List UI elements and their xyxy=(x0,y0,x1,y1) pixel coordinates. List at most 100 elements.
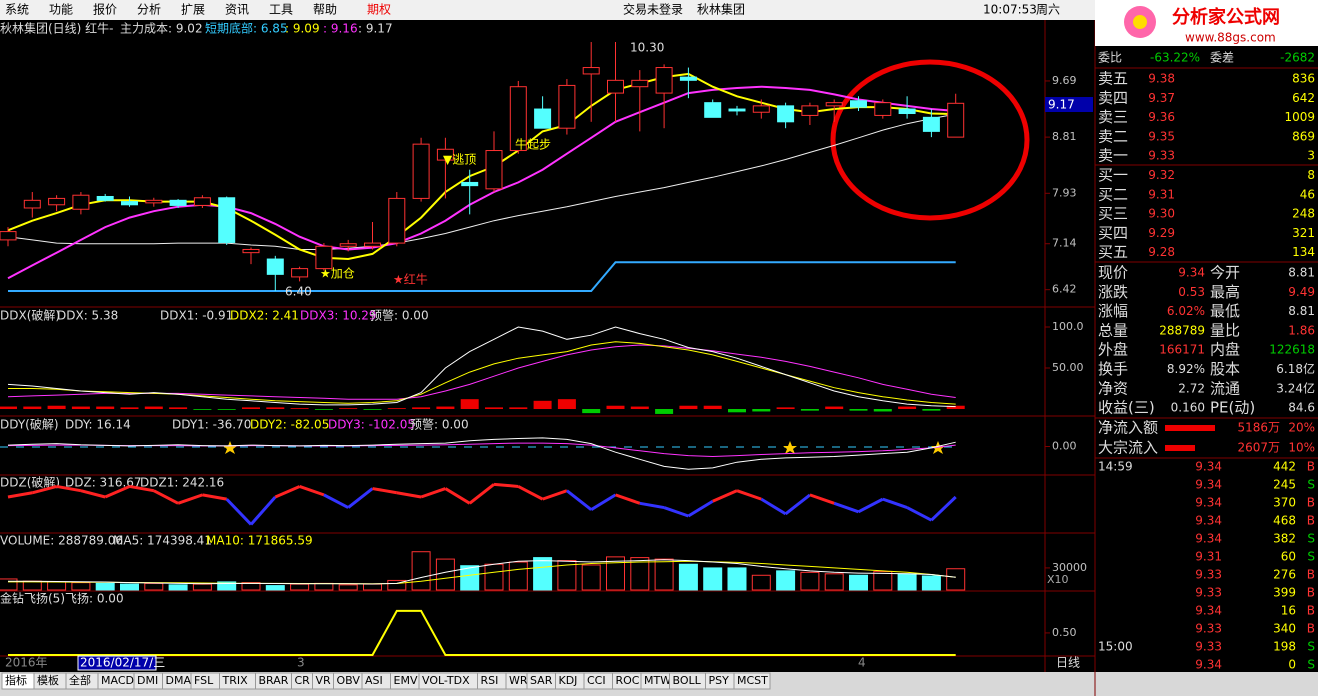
book-volume: 248 xyxy=(1292,207,1315,221)
ddz-segment xyxy=(857,497,884,514)
tab-label[interactable]: KDJ xyxy=(559,674,578,687)
tick-volume: 0 xyxy=(1288,658,1296,672)
book-price: 9.37 xyxy=(1148,91,1175,105)
tab-label[interactable]: ROC xyxy=(616,674,640,687)
tab-label[interactable]: 模板 xyxy=(37,673,59,687)
ddx-header: DDX: 5.38 xyxy=(57,309,118,323)
ddx-bar xyxy=(873,409,892,412)
stat-label: 股本 xyxy=(1210,360,1240,378)
tick-price: 9.34 xyxy=(1195,478,1222,492)
candle-body xyxy=(509,86,527,152)
tab-label[interactable]: 指标 xyxy=(5,673,27,687)
menu-item[interactable]: 工具 xyxy=(269,3,293,17)
ddx-bar xyxy=(71,406,90,410)
tab-label[interactable]: BRAR xyxy=(259,674,289,687)
stat-value: 166171 xyxy=(1159,343,1205,357)
volume-bar xyxy=(508,561,528,591)
tick-volume: 370 xyxy=(1273,496,1296,510)
tick-time: 15:00 xyxy=(1098,640,1133,654)
time-date: 2016/02/17/三 xyxy=(80,656,165,670)
ddz-segment xyxy=(153,489,179,505)
stat-label: 最低 xyxy=(1210,302,1240,320)
fy-header: 飞扬: 0.00 xyxy=(65,591,124,606)
menu-item[interactable]: 帮助 xyxy=(313,3,337,17)
red-label: ★红牛 xyxy=(393,272,428,287)
tab-label[interactable]: PSY xyxy=(709,674,730,687)
candle-body xyxy=(801,105,819,116)
book-label: 买二 xyxy=(1098,185,1128,203)
tick-price: 9.34 xyxy=(1195,496,1222,510)
tab-label[interactable]: MACD xyxy=(101,674,134,687)
candle-body xyxy=(72,194,90,210)
tab-label[interactable]: SAR xyxy=(530,674,553,687)
ddx-bar xyxy=(557,399,576,410)
tab-label[interactable]: RSI xyxy=(481,674,499,687)
ddx-bar xyxy=(23,406,42,410)
menu-item[interactable]: 分析 xyxy=(137,3,161,17)
tab-label[interactable]: 全部 xyxy=(69,673,91,687)
ddx-bar xyxy=(266,407,285,410)
volume-bar xyxy=(71,582,91,591)
tab-label[interactable]: TRIX xyxy=(222,674,249,687)
tab-label[interactable]: CCI xyxy=(587,674,606,687)
tab[interactable] xyxy=(733,672,771,690)
tick-side: S xyxy=(1307,532,1315,546)
ddz-segment xyxy=(31,484,57,495)
ddx-bar xyxy=(606,405,625,410)
tab-label[interactable]: MCST xyxy=(737,674,768,687)
candle-body xyxy=(777,105,795,123)
tab-label[interactable]: OBV xyxy=(337,674,361,687)
tab-label[interactable]: BOLL xyxy=(673,674,702,687)
book-volume: 642 xyxy=(1292,91,1315,105)
candle-body xyxy=(461,181,479,187)
ddy-header: DDY(破解) xyxy=(0,417,59,432)
flow-value: 5186万 xyxy=(1237,421,1280,435)
menu-item[interactable]: 资讯 xyxy=(225,3,249,17)
menu-item[interactable]: 扩展 xyxy=(181,3,205,17)
tab-label[interactable]: VOL-TDX xyxy=(422,674,470,687)
candle-body xyxy=(23,199,41,209)
menu-bar xyxy=(0,0,1318,20)
ddz-segment xyxy=(56,484,82,493)
menu-item[interactable]: 功能 xyxy=(49,3,73,17)
volume-bar xyxy=(241,582,261,591)
candle-body xyxy=(704,102,722,118)
tab-label[interactable]: WR xyxy=(509,674,528,687)
ddy-header: DDY2: -82.05 xyxy=(250,418,329,432)
ddz-segment xyxy=(687,499,714,518)
tab-label[interactable]: EMV xyxy=(394,674,418,687)
high-label: 10.30 xyxy=(630,41,664,55)
menu-item[interactable]: 期权 xyxy=(367,3,391,17)
ddz-segment xyxy=(444,487,471,505)
ratio-value: -2682 xyxy=(1280,51,1315,65)
volume-bar xyxy=(120,583,139,591)
time-year: 2016年 xyxy=(5,656,48,670)
book-label: 卖二 xyxy=(1098,127,1128,145)
tab-label[interactable]: MTW xyxy=(644,674,671,687)
flow-pct: 10% xyxy=(1288,441,1315,455)
candle-body xyxy=(825,102,843,107)
ddx-bar xyxy=(728,409,746,413)
menu-item[interactable]: 报价 xyxy=(93,2,117,17)
tab-label[interactable]: ASI xyxy=(365,674,383,687)
menu-item[interactable]: 系统 xyxy=(5,3,29,17)
book-price: 9.29 xyxy=(1148,226,1175,240)
tab-label[interactable]: DMA xyxy=(166,674,192,687)
tab-label[interactable]: CR xyxy=(295,674,311,687)
tab-label[interactable]: DMI xyxy=(137,674,158,687)
y-tick-label: 0.50 xyxy=(1052,626,1077,639)
ddx-bar xyxy=(509,407,528,410)
tab-label[interactable]: VR xyxy=(316,674,332,687)
stat-value: 9.49 xyxy=(1288,285,1315,299)
book-volume: 134 xyxy=(1292,245,1315,259)
stat-value: 6.18亿 xyxy=(1276,361,1315,376)
highlight-circle xyxy=(830,59,1030,221)
y-tick-label: 6.42 xyxy=(1052,283,1077,296)
volume-bar xyxy=(654,558,674,591)
tab-label[interactable]: FSL xyxy=(194,674,214,687)
ddz-segment xyxy=(104,485,131,499)
candle-body xyxy=(485,150,503,190)
last-price-box xyxy=(1045,97,1093,112)
